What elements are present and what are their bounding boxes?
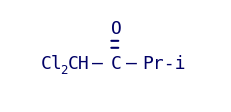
Text: Pr-i: Pr-i bbox=[143, 55, 186, 72]
Text: —: — bbox=[92, 55, 103, 72]
Text: —: — bbox=[126, 55, 137, 72]
Text: C: C bbox=[111, 55, 122, 72]
Text: O: O bbox=[111, 20, 122, 38]
Text: Cl: Cl bbox=[40, 55, 62, 72]
Text: CH: CH bbox=[67, 55, 89, 72]
Text: 2: 2 bbox=[60, 64, 68, 77]
